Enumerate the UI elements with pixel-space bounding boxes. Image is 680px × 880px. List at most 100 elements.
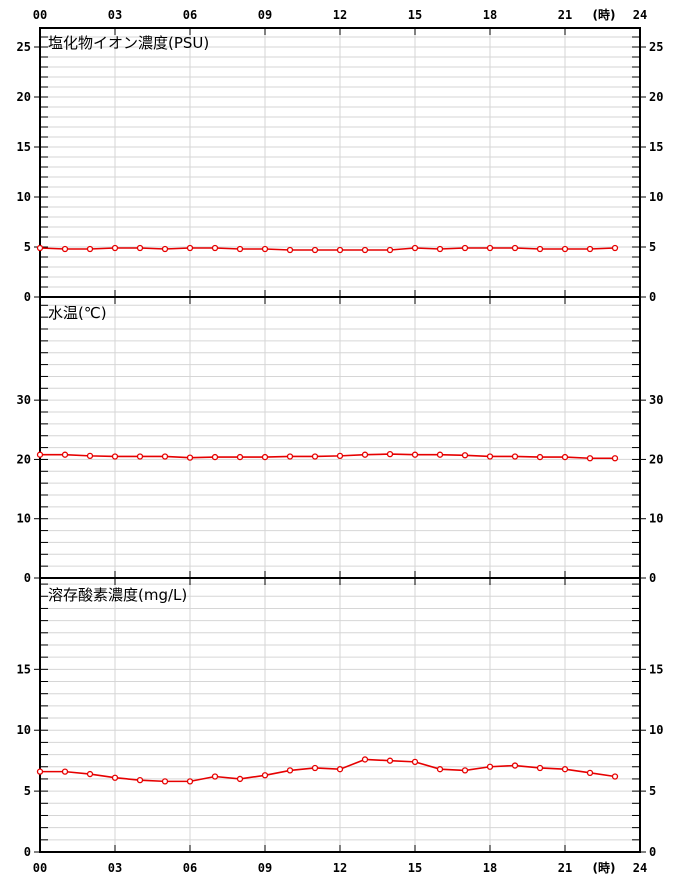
series-line bbox=[40, 453, 615, 460]
data-point bbox=[536, 245, 544, 253]
data-point bbox=[586, 455, 594, 462]
data-point bbox=[461, 244, 469, 252]
data-point bbox=[111, 453, 119, 460]
data-point bbox=[536, 453, 544, 461]
data-point bbox=[386, 246, 394, 254]
y-axis-label-right: 15 bbox=[649, 662, 663, 676]
data-point bbox=[136, 777, 144, 784]
series-line bbox=[40, 758, 616, 783]
hour-label-bottom: 24 bbox=[633, 861, 647, 875]
y-axis-label-left: 0 bbox=[24, 845, 31, 859]
data-point bbox=[136, 244, 144, 252]
chart-title-dissolved-oxygen: 溶存酸素濃度(mg/L) bbox=[48, 586, 187, 604]
data-point bbox=[511, 453, 519, 460]
y-axis-label-left: 10 bbox=[17, 190, 31, 204]
hour-label-bottom: 12 bbox=[333, 861, 347, 875]
data-point bbox=[561, 453, 569, 461]
data-point bbox=[186, 454, 194, 461]
data-point bbox=[261, 453, 269, 461]
data-point bbox=[411, 451, 419, 458]
data-point bbox=[286, 767, 294, 774]
y-axis-label-left: 25 bbox=[17, 40, 31, 54]
chart-title-water-temp: 水温(℃) bbox=[48, 304, 107, 322]
y-axis-label-left: 15 bbox=[17, 662, 31, 676]
data-point bbox=[511, 762, 519, 769]
data-point bbox=[536, 764, 544, 772]
y-axis-label-right: 5 bbox=[649, 784, 656, 798]
hour-label-top: 18 bbox=[483, 8, 497, 22]
chart-generated-layer: 000003030606090912121515181821212424(時)(… bbox=[17, 7, 664, 875]
hour-unit-label-bottom: (時) bbox=[593, 860, 616, 875]
data-point bbox=[86, 245, 94, 253]
data-point bbox=[411, 758, 419, 766]
data-point bbox=[236, 775, 244, 783]
data-point bbox=[86, 452, 94, 460]
y-axis-label-right: 20 bbox=[649, 90, 663, 104]
y-axis-label-left: 5 bbox=[24, 784, 31, 798]
y-axis-label-right: 10 bbox=[649, 190, 663, 204]
y-axis-label-left: 20 bbox=[17, 452, 31, 466]
y-axis-label-left: 30 bbox=[17, 393, 31, 407]
data-point bbox=[161, 778, 169, 785]
hour-label-top: 09 bbox=[258, 8, 272, 22]
data-point bbox=[511, 244, 519, 252]
data-point bbox=[286, 453, 294, 460]
y-axis-label-left: 20 bbox=[17, 90, 31, 104]
data-point bbox=[161, 453, 169, 460]
y-axis-label-right: 20 bbox=[649, 452, 663, 466]
data-point bbox=[361, 451, 369, 458]
data-point bbox=[261, 245, 269, 253]
data-point bbox=[386, 450, 394, 458]
data-point bbox=[211, 453, 219, 461]
y-axis-label-left: 15 bbox=[17, 140, 31, 154]
data-point bbox=[336, 246, 344, 254]
data-point bbox=[136, 453, 144, 460]
hour-label-top: 24 bbox=[633, 8, 647, 22]
y-axis-label-right: 5 bbox=[649, 240, 656, 254]
data-point bbox=[111, 244, 119, 252]
hour-label-top: 03 bbox=[108, 8, 122, 22]
data-point bbox=[286, 246, 294, 254]
y-axis-label-right: 0 bbox=[649, 845, 656, 859]
hour-label-top: 21 bbox=[558, 8, 572, 22]
y-axis-label-right: 0 bbox=[649, 290, 656, 304]
data-point bbox=[611, 455, 619, 462]
data-point bbox=[311, 453, 319, 460]
data-point bbox=[36, 768, 44, 775]
data-point bbox=[486, 453, 494, 460]
y-axis-label-right: 10 bbox=[649, 512, 663, 526]
data-point bbox=[561, 245, 569, 253]
y-axis-label-left: 10 bbox=[17, 723, 31, 737]
hour-label-bottom: 03 bbox=[108, 861, 122, 875]
data-point bbox=[561, 766, 569, 773]
hour-label-bottom: 15 bbox=[408, 861, 422, 875]
data-point bbox=[311, 246, 319, 254]
data-point bbox=[236, 453, 244, 461]
data-point bbox=[461, 767, 469, 774]
hour-label-bottom: 21 bbox=[558, 861, 572, 875]
y-axis-label-right: 30 bbox=[649, 393, 663, 407]
data-point bbox=[236, 245, 244, 253]
y-axis-label-right: 10 bbox=[649, 723, 663, 737]
hour-label-bottom: 18 bbox=[483, 861, 497, 875]
data-point bbox=[486, 763, 494, 770]
y-axis-label-left: 5 bbox=[24, 240, 31, 254]
data-point bbox=[336, 766, 344, 773]
data-point bbox=[36, 244, 44, 252]
data-point bbox=[361, 246, 369, 254]
hour-label-top: 15 bbox=[408, 8, 422, 22]
hour-label-top: 00 bbox=[33, 8, 47, 22]
y-axis-label-right: 15 bbox=[649, 140, 663, 154]
data-point bbox=[461, 452, 469, 459]
series-line bbox=[39, 247, 616, 251]
data-point bbox=[386, 757, 394, 764]
hour-label-top: 06 bbox=[183, 8, 197, 22]
data-point bbox=[161, 245, 169, 253]
hour-label-bottom: 06 bbox=[183, 861, 197, 875]
data-point bbox=[436, 451, 444, 458]
chart-title-chloride: 塩化物イオン濃度(PSU) bbox=[48, 34, 209, 52]
hour-label-bottom: 00 bbox=[33, 861, 47, 875]
hour-label-top: 12 bbox=[333, 8, 347, 22]
